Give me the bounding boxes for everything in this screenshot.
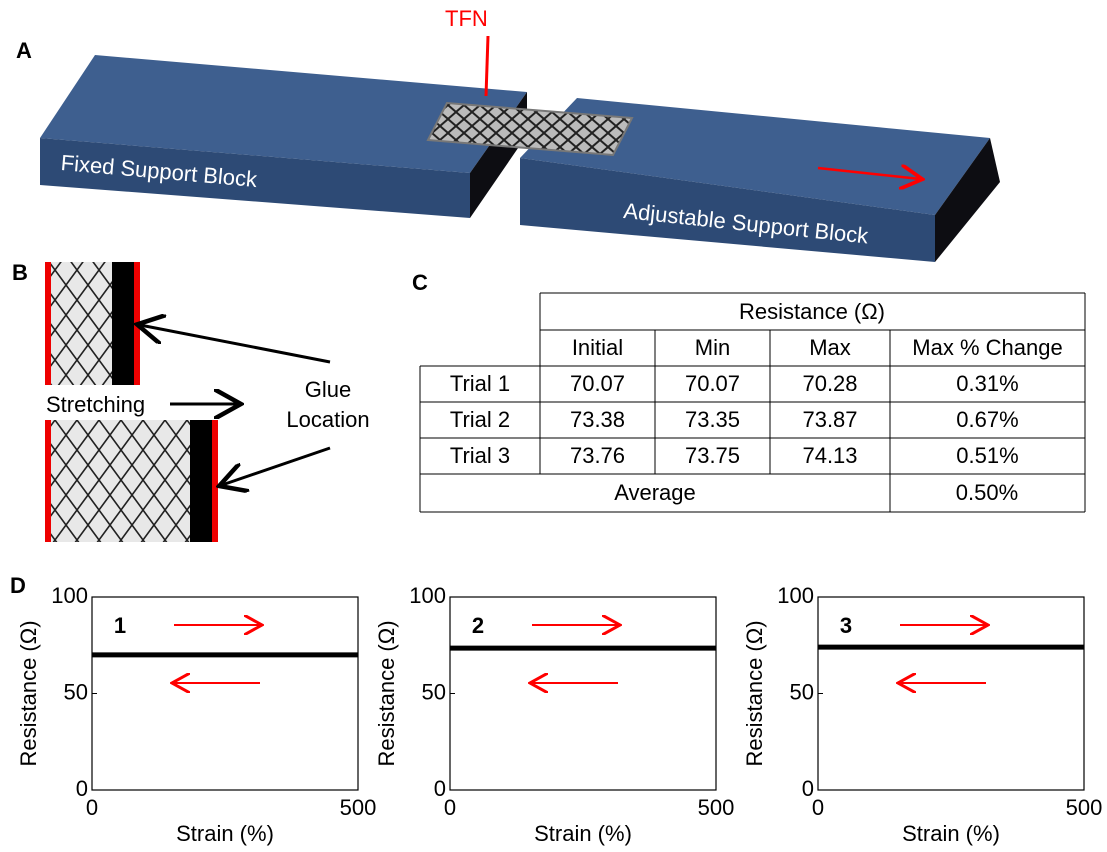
x-tick-label: 500 [698,795,735,820]
x-tick-label: 500 [1066,795,1103,820]
table-cell: Trial 2 [450,407,510,432]
column-header: Max [809,335,851,360]
table-cell: 70.07 [570,371,625,396]
y-tick-label: 50 [64,679,88,704]
tfn-label: TFN [445,6,488,31]
column-header: Min [695,335,730,360]
plot-number: 3 [840,613,852,638]
column-header: Initial [572,335,623,360]
y-axis-label: Resistance (Ω) [16,620,41,766]
table-cell: Trial 1 [450,371,510,396]
x-tick-label: 0 [444,795,456,820]
y-tick-label: 0 [434,776,446,801]
image-after [45,420,218,542]
table-header: Resistance (Ω) [739,299,885,324]
y-tick-label: 50 [422,679,446,704]
column-header: Max % Change [912,335,1062,360]
tfn-pointer [484,35,490,97]
tfn-mesh [426,101,634,157]
table-cell: 0.51% [956,443,1018,468]
glue-label: Glue Location [286,377,370,432]
stretching-label: Stretching [46,392,146,418]
direction-arrow [817,168,920,179]
table-cell: Average [614,480,696,505]
plot-number: 1 [114,613,126,638]
table-cell: 73.75 [685,443,740,468]
table-cell: 0.50% [956,480,1018,505]
x-axis-label: Strain (%) [534,821,632,846]
panel-label: A [16,38,32,63]
x-axis-label: Strain (%) [902,821,1000,846]
glue-arrow [222,446,331,485]
x-tick-label: 0 [812,795,824,820]
table-cell: 70.07 [685,371,740,396]
table-cell: 73.35 [685,407,740,432]
panel-label: D [10,573,26,598]
y-tick-label: 50 [790,679,814,704]
glue-arrow [140,325,331,364]
y-tick-label: 100 [51,583,88,608]
image-before [45,262,140,385]
y-axis-label: Resistance (Ω) [742,620,767,766]
y-tick-label: 100 [777,583,814,608]
adjustable-block [520,98,1000,262]
table-cell: 73.87 [802,407,857,432]
x-tick-label: 0 [86,795,98,820]
x-axis-label: Strain (%) [176,821,274,846]
y-tick-label: 0 [76,776,88,801]
y-tick-label: 100 [409,583,446,608]
table-cell: 70.28 [802,371,857,396]
table-cell: Trial 3 [450,443,510,468]
table-cell: 74.13 [802,443,857,468]
y-axis-label: Resistance (Ω) [374,620,399,766]
table-cell: 73.38 [570,407,625,432]
x-tick-label: 500 [340,795,377,820]
y-tick-label: 0 [802,776,814,801]
table-cell: 73.76 [570,443,625,468]
table-cell: 0.67% [956,407,1018,432]
table-cell: 0.31% [956,371,1018,396]
panel-label: C [412,270,428,295]
plot-number: 2 [472,613,484,638]
panel-label: B [12,260,28,285]
